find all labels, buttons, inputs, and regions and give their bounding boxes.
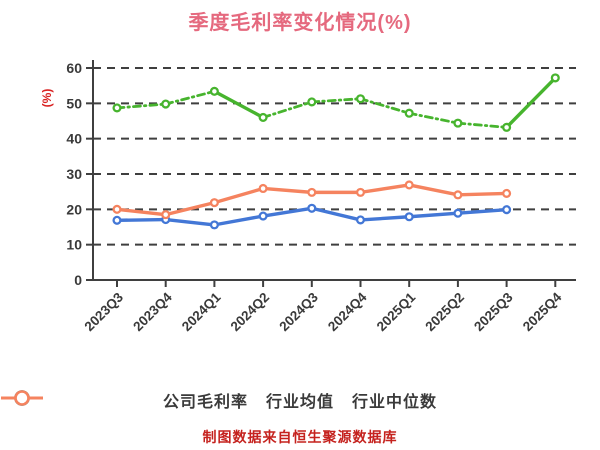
series-0-segment (115, 102, 168, 110)
x-tick-label: 2024Q1 (179, 289, 224, 334)
legend: 公司毛利率 行业均值 行业中位数 (0, 388, 600, 412)
data-source-caption: 制图数据来自恒生聚源数据库 (202, 429, 398, 445)
x-tick-label: 2024Q3 (276, 289, 321, 334)
series-2-marker (161, 210, 171, 220)
series-1-marker (258, 211, 268, 221)
x-tick-label: 2025Q2 (422, 290, 467, 335)
y-tick-label: 40 (66, 131, 82, 147)
legend-item-1: 行业均值 (1, 388, 334, 412)
series-2-marker (453, 190, 463, 200)
series-0-marker (550, 73, 560, 83)
y-tick-label: 0 (74, 272, 82, 288)
legend-item-2: 行业中位数 (1, 388, 438, 412)
series-2-marker (404, 180, 414, 190)
legend-marker-icon (1, 390, 43, 406)
series-1-marker (453, 208, 463, 218)
series-1-segment (310, 206, 363, 222)
series-2-segment (163, 200, 217, 217)
legend-label: 公司毛利率 (162, 394, 248, 411)
series-0-marker (161, 99, 171, 109)
y-tick-label: 30 (66, 166, 82, 182)
series-1-marker (209, 220, 219, 230)
series-0-segment (456, 121, 509, 129)
y-tick-label: 10 (66, 237, 82, 253)
x-tick-label: 2025Q4 (520, 289, 565, 334)
legend-label: 行业均值 (265, 394, 334, 411)
y-tick-label: 60 (66, 60, 82, 76)
legend-label: 行业中位数 (352, 394, 438, 411)
series-2-marker (355, 187, 366, 197)
series-1-marker (502, 205, 512, 215)
x-tick-label: 2023Q4 (130, 289, 175, 334)
x-tick-label: 2023Q3 (82, 289, 127, 334)
series-2-segment (212, 186, 265, 205)
series-1-segment (115, 217, 168, 222)
series-1-marker (112, 215, 122, 225)
series-2-segment (358, 183, 411, 195)
series-1-segment (358, 215, 411, 222)
series-2-segment (115, 207, 168, 217)
y-tick-label: 20 (66, 201, 82, 217)
chart-title: 季度毛利率变化情况(%) (188, 12, 412, 34)
series-1-segment (163, 217, 217, 227)
series-0-marker (355, 94, 366, 104)
series-1-segment (261, 206, 314, 218)
series-2-marker (112, 204, 122, 214)
series-1-marker (307, 203, 317, 213)
series-0-segment (407, 111, 460, 125)
series-2-marker (502, 188, 512, 198)
series-1-marker (355, 215, 366, 225)
x-tick-label: 2025Q3 (471, 289, 516, 334)
series-0-marker (307, 97, 317, 107)
series-0-marker (502, 122, 512, 132)
series-1-segment (212, 214, 265, 227)
series-2-segment (261, 186, 314, 195)
series-0-marker (112, 103, 122, 113)
series-1-marker (404, 212, 414, 222)
series-0-marker (404, 108, 414, 118)
series-1-segment (407, 211, 460, 219)
series-0-marker (258, 112, 268, 123)
series-0-marker (453, 118, 463, 128)
series-0-segment (310, 97, 362, 104)
series-2-segment (456, 191, 509, 197)
legend-item-0: 公司毛利率 (1, 388, 248, 412)
series-0-segment (359, 97, 411, 115)
series-2-segment (407, 183, 460, 197)
y-tick-label: 50 (66, 95, 82, 111)
series-2-marker (258, 183, 268, 194)
x-tick-label: 2025Q1 (374, 289, 419, 334)
x-tick-label: 2024Q2 (228, 290, 273, 335)
x-tick-label: 2024Q4 (325, 289, 370, 334)
series-0-segment (212, 89, 265, 120)
series-2-marker (209, 198, 219, 208)
series-0-segment (261, 100, 314, 119)
series-0-segment (504, 76, 557, 130)
series-1-segment (456, 207, 509, 215)
series-0-segment (164, 89, 216, 106)
series-0-marker (209, 86, 219, 96)
series-2-marker (307, 187, 317, 197)
